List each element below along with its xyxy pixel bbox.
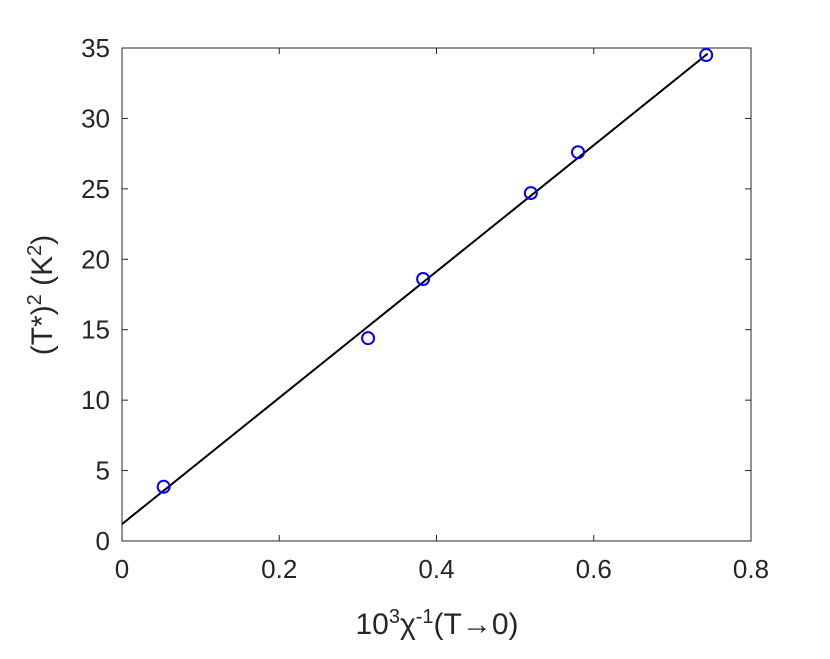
- data-point: [361, 331, 376, 346]
- x-tick-label: 0.4: [418, 554, 454, 584]
- data-point: [523, 186, 538, 201]
- label-part: χ: [400, 608, 416, 641]
- y-tick-label: 30: [81, 103, 110, 133]
- label-part: 2: [24, 245, 46, 256]
- label-part: -1: [416, 606, 434, 628]
- fit-line: [121, 52, 709, 525]
- x-tick-label: 0.6: [576, 554, 612, 584]
- y-tick-label: 25: [81, 174, 110, 204]
- label-part: ): [26, 235, 59, 245]
- y-tick-label: 5: [96, 456, 110, 486]
- label-part: (T→0): [434, 608, 519, 641]
- y-tick-label: 35: [81, 33, 110, 63]
- y-tick-label: 10: [81, 385, 110, 415]
- x-tick-label: 0.8: [733, 554, 769, 584]
- y-tick-label: 15: [81, 315, 110, 345]
- data-point: [416, 272, 431, 287]
- data-point: [571, 145, 586, 160]
- x-tick-label: 0.2: [261, 554, 297, 584]
- y-tick-label: 0: [96, 526, 110, 556]
- label-part: 10: [355, 608, 388, 641]
- ylabel-label: (T*)2 (K2): [24, 235, 59, 356]
- data-point: [699, 48, 714, 63]
- xlabel-label: 103χ-1(T→0): [355, 606, 518, 641]
- label-part: 3: [389, 606, 400, 628]
- y-tick-label: 20: [81, 244, 110, 274]
- label-part: (T*): [26, 305, 59, 355]
- plot-frame: [121, 47, 752, 542]
- label-part: (K: [26, 256, 59, 294]
- data-point: [156, 479, 171, 494]
- label-part: 2: [24, 294, 46, 305]
- x-tick-label: 0: [115, 554, 129, 584]
